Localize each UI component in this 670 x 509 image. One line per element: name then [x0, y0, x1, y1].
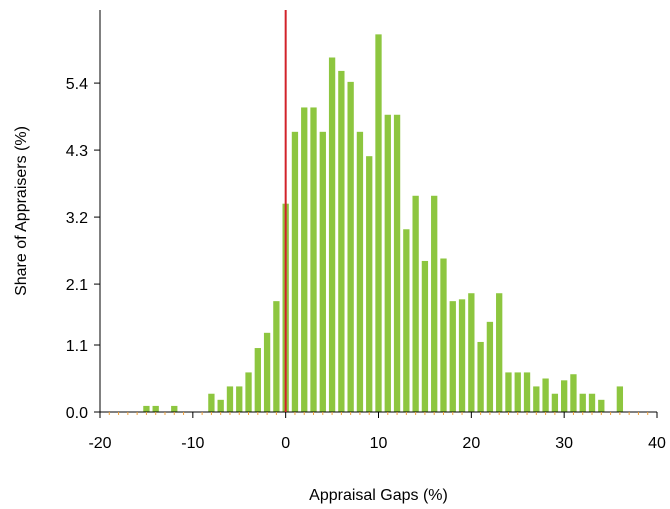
- bar: [291, 131, 299, 412]
- bar: [301, 107, 308, 412]
- bar: [421, 260, 429, 412]
- bar: [598, 399, 605, 412]
- y-tick-label: 5.4: [66, 76, 88, 93]
- bar: [468, 293, 475, 412]
- bar: [412, 195, 419, 412]
- bar: [310, 107, 317, 412]
- bar: [245, 372, 252, 412]
- bar: [347, 81, 354, 413]
- bar: [505, 372, 512, 412]
- bars-group: [143, 34, 624, 413]
- bar: [375, 34, 382, 413]
- bar: [458, 299, 466, 412]
- bar: [551, 393, 559, 412]
- x-tick-label: 20: [462, 435, 480, 452]
- bar: [523, 372, 531, 412]
- bar: [226, 386, 234, 412]
- bar: [440, 258, 447, 412]
- x-axis-title: Appraisal Gaps (%): [309, 487, 448, 504]
- bar: [217, 399, 224, 412]
- y-tick-label: 4.3: [66, 143, 88, 160]
- x-tick-label: 10: [370, 435, 388, 452]
- bar: [254, 348, 261, 412]
- bar: [496, 293, 503, 412]
- x-tick-label: 40: [648, 435, 666, 452]
- bar: [533, 386, 540, 412]
- bar: [356, 131, 364, 412]
- x-tick-label: 0: [281, 435, 290, 452]
- bar: [143, 405, 150, 412]
- bar: [542, 378, 549, 412]
- x-tick-label: -20: [88, 435, 111, 452]
- bar: [579, 393, 586, 412]
- bar: [393, 114, 401, 412]
- bar: [273, 301, 280, 412]
- bar: [208, 393, 215, 412]
- bar: [319, 131, 326, 412]
- bar: [328, 57, 336, 412]
- y-tick-label: 3.2: [66, 210, 88, 227]
- x-axis-ticks: -20 -10 0 10 20 30 40: [88, 412, 666, 452]
- bar: [561, 380, 568, 412]
- bar: [338, 70, 345, 412]
- bar: [616, 386, 624, 412]
- bar: [403, 229, 410, 412]
- bar: [570, 374, 577, 412]
- bar: [152, 405, 159, 412]
- bar: [486, 321, 494, 412]
- bar: [263, 332, 271, 412]
- y-axis-ticks: 0.0 1.1 2.1 3.2 4.3 5.4: [66, 76, 100, 422]
- bar: [236, 386, 243, 412]
- x-tick-label: 30: [555, 435, 573, 452]
- bar: [384, 114, 391, 412]
- y-tick-label: 1.1: [66, 338, 88, 355]
- y-tick-label: 0.0: [66, 405, 88, 422]
- bar: [366, 156, 373, 412]
- bar: [477, 341, 484, 412]
- y-tick-label: 2.1: [66, 277, 88, 294]
- bar: [588, 393, 596, 412]
- bar: [431, 195, 438, 412]
- y-axis-title: Share of Appraisers (%): [13, 126, 30, 296]
- bar: [449, 301, 456, 412]
- x-tick-label: -10: [181, 435, 204, 452]
- bar: [514, 372, 521, 412]
- bar: [171, 405, 178, 412]
